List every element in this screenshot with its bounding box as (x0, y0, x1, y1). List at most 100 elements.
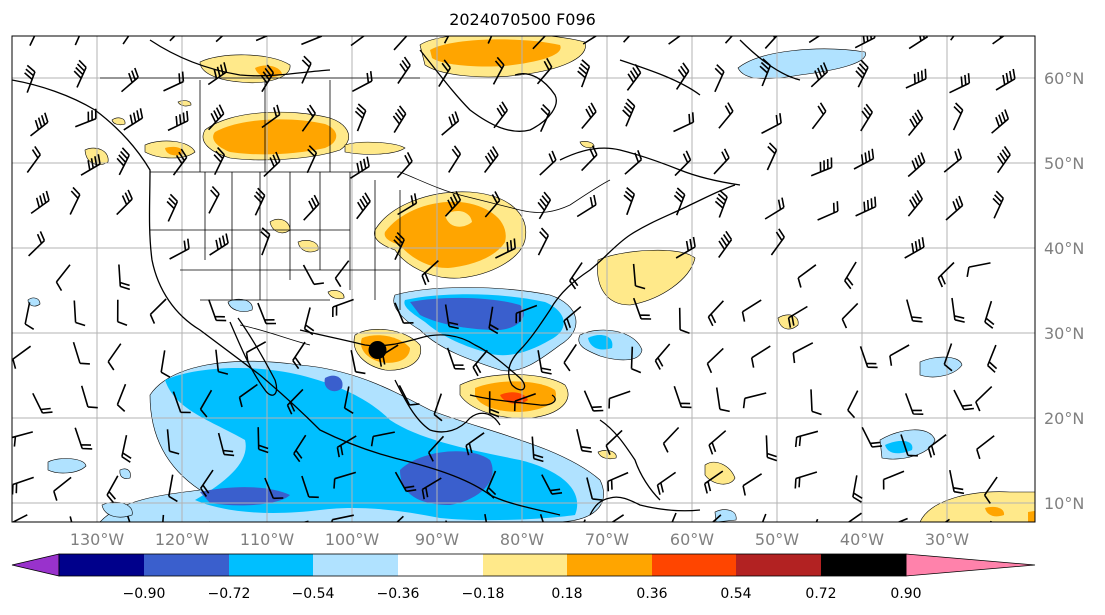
wind-barb (703, 470, 724, 494)
wind-barb (539, 514, 544, 522)
longitude-labels: 130°W 120°W 110°W 100°W 90°W 80°W 70°W 6… (70, 530, 969, 549)
wind-barb (126, 515, 131, 522)
wind-barb (860, 103, 873, 132)
wind-barb (302, 264, 325, 286)
wind-barb (483, 146, 499, 173)
wind-barb (515, 304, 538, 324)
political-borders (100, 77, 611, 346)
wind-barbs (12, 36, 1016, 522)
lon-label: 110°W (240, 530, 295, 549)
wind-barb (444, 190, 462, 217)
wind-barb (949, 73, 971, 94)
wind-barb (69, 516, 73, 522)
colorbar-under-arrow (11, 553, 60, 577)
wind-barb (583, 390, 604, 412)
wind-barb (675, 236, 696, 259)
wind-barb (166, 429, 180, 455)
wind-barb (303, 307, 315, 336)
wind-barb (577, 59, 591, 88)
wind-barb (794, 471, 818, 489)
wind-barb (394, 471, 417, 493)
wind-barb (396, 152, 413, 179)
colorbar-tick-label: −0.72 (208, 586, 251, 602)
wind-barb (427, 435, 445, 462)
colorbar-bin (59, 554, 144, 576)
wind-barb (708, 430, 727, 455)
wind-barb (707, 300, 724, 327)
wind-barb (581, 102, 597, 130)
wind-barb (80, 154, 101, 176)
lon-label: 70°W (585, 530, 629, 549)
wind-barb (626, 63, 642, 91)
wind-barb (908, 36, 929, 50)
colorbar-bin (821, 554, 906, 576)
wind-barb (537, 191, 552, 220)
wind-barb (817, 201, 839, 221)
wind-barb (370, 431, 395, 447)
wind-barb (569, 262, 583, 290)
map-frame (11, 35, 1036, 523)
wind-barb (209, 233, 229, 256)
lat-label: 10°N (1044, 494, 1084, 513)
wind-barb (169, 36, 176, 42)
wind-barb (536, 57, 553, 85)
wind-barb (69, 186, 81, 215)
wind-barb (741, 299, 762, 322)
wind-barb (106, 475, 119, 504)
wind-barb (75, 108, 97, 128)
wind-barb (26, 145, 41, 173)
wind-barb (904, 237, 925, 259)
wind-barb (260, 64, 275, 93)
wind-barb (797, 264, 817, 288)
wind-barb (563, 306, 582, 331)
lon-label: 60°W (670, 530, 714, 549)
wind-barb (72, 341, 90, 365)
wind-barb (811, 102, 827, 130)
wind-barb (764, 36, 778, 49)
wind-barb (673, 112, 695, 133)
wind-barb (441, 111, 460, 136)
wind-barb (213, 147, 226, 176)
wind-barb (24, 302, 35, 330)
wind-barb (162, 514, 165, 522)
wind-barb (907, 190, 923, 217)
lat-label: 30°N (1044, 324, 1084, 343)
wind-barb (847, 390, 859, 419)
wind-barb (215, 349, 229, 375)
colorbar-tick-label: 0.18 (551, 586, 582, 602)
wind-barb (486, 470, 497, 499)
wind-barb (671, 512, 677, 522)
wind-barb (605, 429, 623, 456)
wind-barb (160, 350, 171, 378)
shaded-fields (27, 36, 1035, 522)
wind-barb (396, 515, 404, 522)
wind-barb (392, 105, 407, 134)
wind-barb (513, 393, 536, 412)
lon-label: 40°W (840, 530, 884, 549)
wind-barb (718, 102, 734, 129)
wind-barb (761, 113, 782, 135)
colorbar-tick-label: −0.54 (292, 586, 335, 602)
wind-barb (852, 475, 863, 503)
wind-barb (292, 341, 306, 370)
wind-barb (582, 36, 598, 45)
wind-barb (208, 185, 220, 214)
wind-barb (537, 350, 552, 375)
wind-barb (742, 392, 767, 409)
wind-barb (73, 59, 87, 88)
wind-barb (576, 194, 597, 218)
wind-barb (207, 62, 228, 86)
wind-barb (261, 104, 281, 129)
wind-barb (810, 62, 829, 88)
colorbar-tick-label: −0.90 (123, 586, 166, 602)
wind-barb (107, 343, 122, 371)
wind-barb (766, 142, 778, 171)
wind-barb (991, 109, 1010, 134)
wind-barb (764, 197, 785, 220)
wind-barb (28, 231, 46, 257)
wind-barb (208, 299, 227, 322)
wind-barb (952, 102, 964, 131)
wind-barb (844, 261, 857, 290)
wind-barb (715, 387, 730, 413)
wind-barb (675, 62, 690, 90)
